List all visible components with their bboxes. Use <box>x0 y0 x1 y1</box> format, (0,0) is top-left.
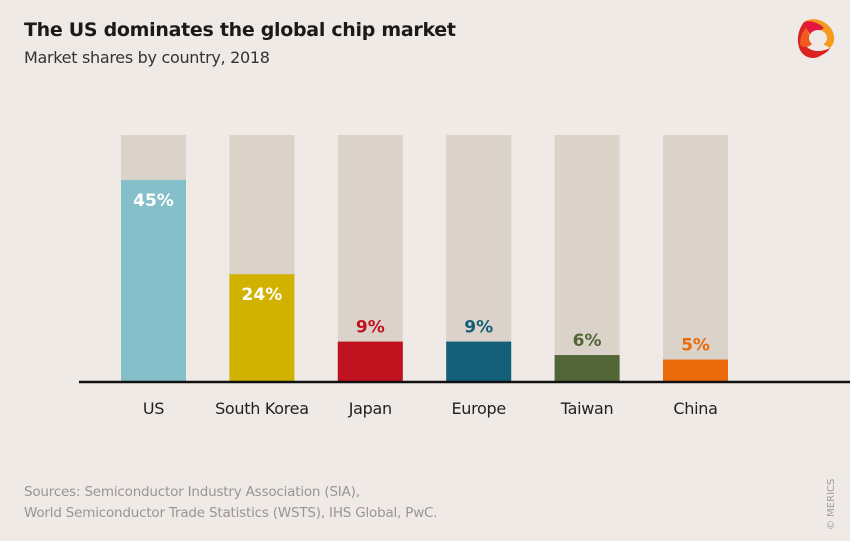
chart-subtitle: Market shares by country, 2018 <box>24 48 270 67</box>
category-label: Europe <box>451 399 505 418</box>
category-label: US <box>143 399 164 418</box>
bar-japan <box>337 341 403 382</box>
category-label: China <box>673 399 717 418</box>
bar-europe <box>446 341 512 382</box>
copyright-notice: © MERICS <box>826 478 837 530</box>
bar-background <box>446 135 512 382</box>
data-label: 24% <box>242 285 283 305</box>
chart-title: The US dominates the global chip market <box>24 19 456 41</box>
bar-background <box>663 135 728 382</box>
category-label: South Korea <box>215 399 309 418</box>
bar-china <box>663 359 728 382</box>
sources-line-1: Sources: Semiconductor Industry Associat… <box>24 484 360 500</box>
sources-note: Sources: Semiconductor Industry Associat… <box>24 482 438 524</box>
data-label: 45% <box>133 191 174 211</box>
merics-logo-icon <box>797 19 835 58</box>
bar-background <box>337 135 403 382</box>
category-label: Japan <box>348 399 392 418</box>
data-label: 9% <box>356 318 385 338</box>
category-label: Taiwan <box>560 399 614 418</box>
bar-background <box>554 135 620 382</box>
data-label: 5% <box>681 336 710 356</box>
data-label: 9% <box>464 318 493 338</box>
bar-south-korea <box>229 274 295 382</box>
bar-taiwan <box>554 355 620 382</box>
sources-line-2: World Semiconductor Trade Statistics (WS… <box>24 505 438 521</box>
bar-us <box>121 179 186 382</box>
data-label: 6% <box>573 331 602 351</box>
